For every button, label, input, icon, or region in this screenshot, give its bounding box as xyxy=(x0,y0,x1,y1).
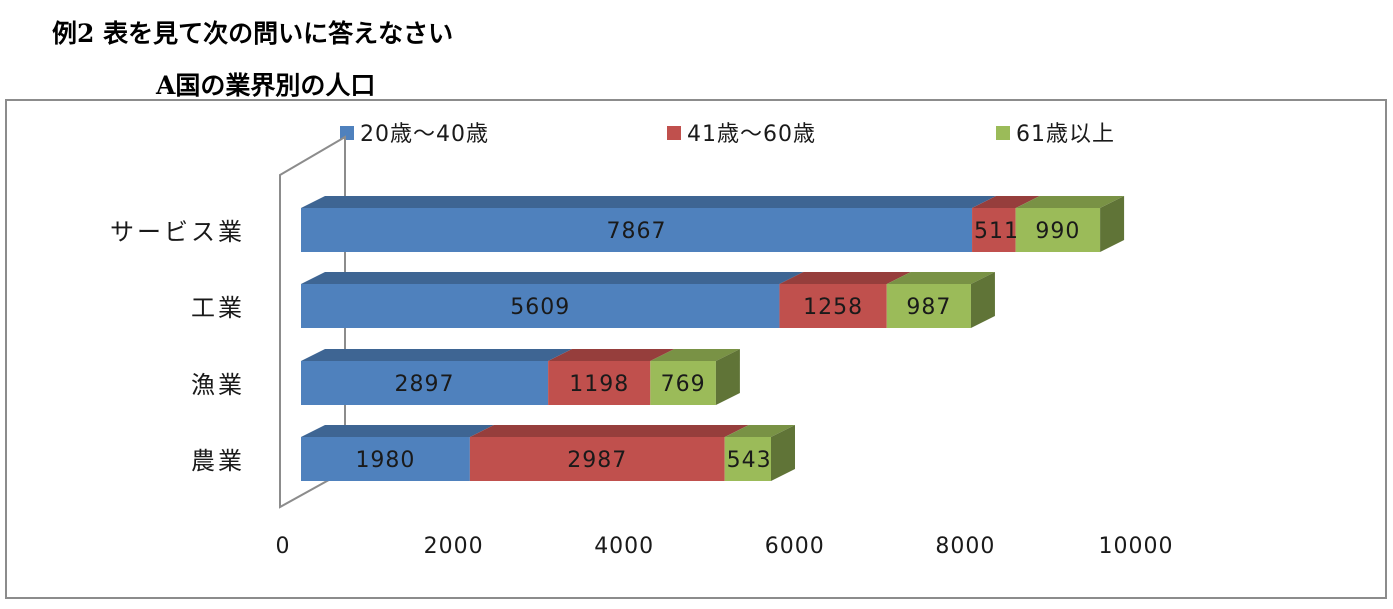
legend-swatch xyxy=(340,126,354,140)
data-label: 990 xyxy=(1035,219,1080,244)
bar-top-face xyxy=(650,349,740,361)
tick-label: 0 xyxy=(276,534,291,559)
data-label: 1980 xyxy=(355,448,415,473)
bar-segment xyxy=(650,361,716,405)
bar-top-face xyxy=(301,196,997,208)
bar-top-face xyxy=(779,272,911,284)
bar-segment xyxy=(972,208,1016,252)
bar-side-face xyxy=(771,425,796,481)
category-label: 農業 xyxy=(191,447,245,475)
legend-label: 41歳～60歳 xyxy=(687,122,816,147)
bar-segment xyxy=(724,437,772,481)
bar-group: 7867 511 990 5609 1258 987 2897 1198 769 1980 2987… xyxy=(301,196,1125,481)
bar-segment xyxy=(779,284,887,328)
data-label: 543 xyxy=(727,448,772,473)
legend-label: 61歳以上 xyxy=(1016,122,1115,147)
data-label: 1258 xyxy=(803,295,863,320)
tick-label: 2000 xyxy=(424,534,484,559)
legend-label: 20歳～40歳 xyxy=(360,122,489,147)
data-label: 987 xyxy=(906,295,951,320)
bar-top-face xyxy=(972,196,1040,208)
bar-side-face xyxy=(970,272,995,328)
bar-row-4: 1980 2987 543 xyxy=(301,425,796,481)
category-label: 漁業 xyxy=(191,371,245,399)
legend-item: 61歳以上 xyxy=(996,122,1115,147)
legend-swatch xyxy=(996,126,1010,140)
chart-title: A国の業界別の人口 xyxy=(156,71,376,100)
bar-top-face xyxy=(301,349,573,361)
legend: 20歳～40歳 41歳～60歳 61歳以上 xyxy=(340,122,1115,147)
category-label: サービス業 xyxy=(110,218,245,246)
tick-label: 8000 xyxy=(935,534,995,559)
bar-segment xyxy=(548,361,651,405)
stacked-bar-chart: 20歳～40歳 41歳～60歳 61歳以上 7867 511 990 5609 1258 98… xyxy=(110,122,1174,559)
bar-top-face xyxy=(548,349,675,361)
bar-side-face xyxy=(1100,196,1125,252)
bar-row-2: 5609 1258 987 xyxy=(301,272,995,328)
data-label: 7867 xyxy=(607,219,667,244)
data-label: 2897 xyxy=(395,372,455,397)
bar-row-3: 2897 1198 769 xyxy=(301,349,740,405)
bar-top-face xyxy=(886,272,995,284)
bar-top-face xyxy=(301,272,804,284)
legend-swatch xyxy=(667,126,681,140)
bar-segment xyxy=(301,437,470,481)
bar-top-face xyxy=(724,425,796,437)
chart-frame: 20歳～40歳 41歳～60歳 61歳以上 7867 511 990 5609 1258 98… xyxy=(5,99,1387,599)
bar-side-face xyxy=(715,349,740,405)
bar-segment xyxy=(469,437,725,481)
page-heading: 例2 表を見て次の問いに答えなさい xyxy=(52,19,454,48)
tick-label: 6000 xyxy=(765,534,825,559)
legend-item: 41歳～60歳 xyxy=(667,122,816,147)
category-label: 工業 xyxy=(191,294,245,322)
data-label: 769 xyxy=(661,372,706,397)
bar-segment xyxy=(886,284,971,328)
legend-item: 20歳～40歳 xyxy=(340,122,489,147)
tick-label: 10000 xyxy=(1099,534,1174,559)
bar-segment xyxy=(1015,208,1101,252)
data-label: 2987 xyxy=(567,448,627,473)
data-label: 1198 xyxy=(569,372,629,397)
data-label: 511 xyxy=(974,219,1019,244)
bar-segment xyxy=(301,361,549,405)
bar-segment xyxy=(301,208,973,252)
bar-top-face xyxy=(469,425,749,437)
bar-top-face xyxy=(1015,196,1125,208)
data-label: 5609 xyxy=(510,295,570,320)
value-axis: 0 2000 4000 6000 8000 10000 xyxy=(276,534,1174,559)
bar-row-1: 7867 511 990 xyxy=(301,196,1125,252)
bar-top-face xyxy=(301,425,494,437)
bar-segment xyxy=(301,284,780,328)
tick-label: 4000 xyxy=(594,534,654,559)
